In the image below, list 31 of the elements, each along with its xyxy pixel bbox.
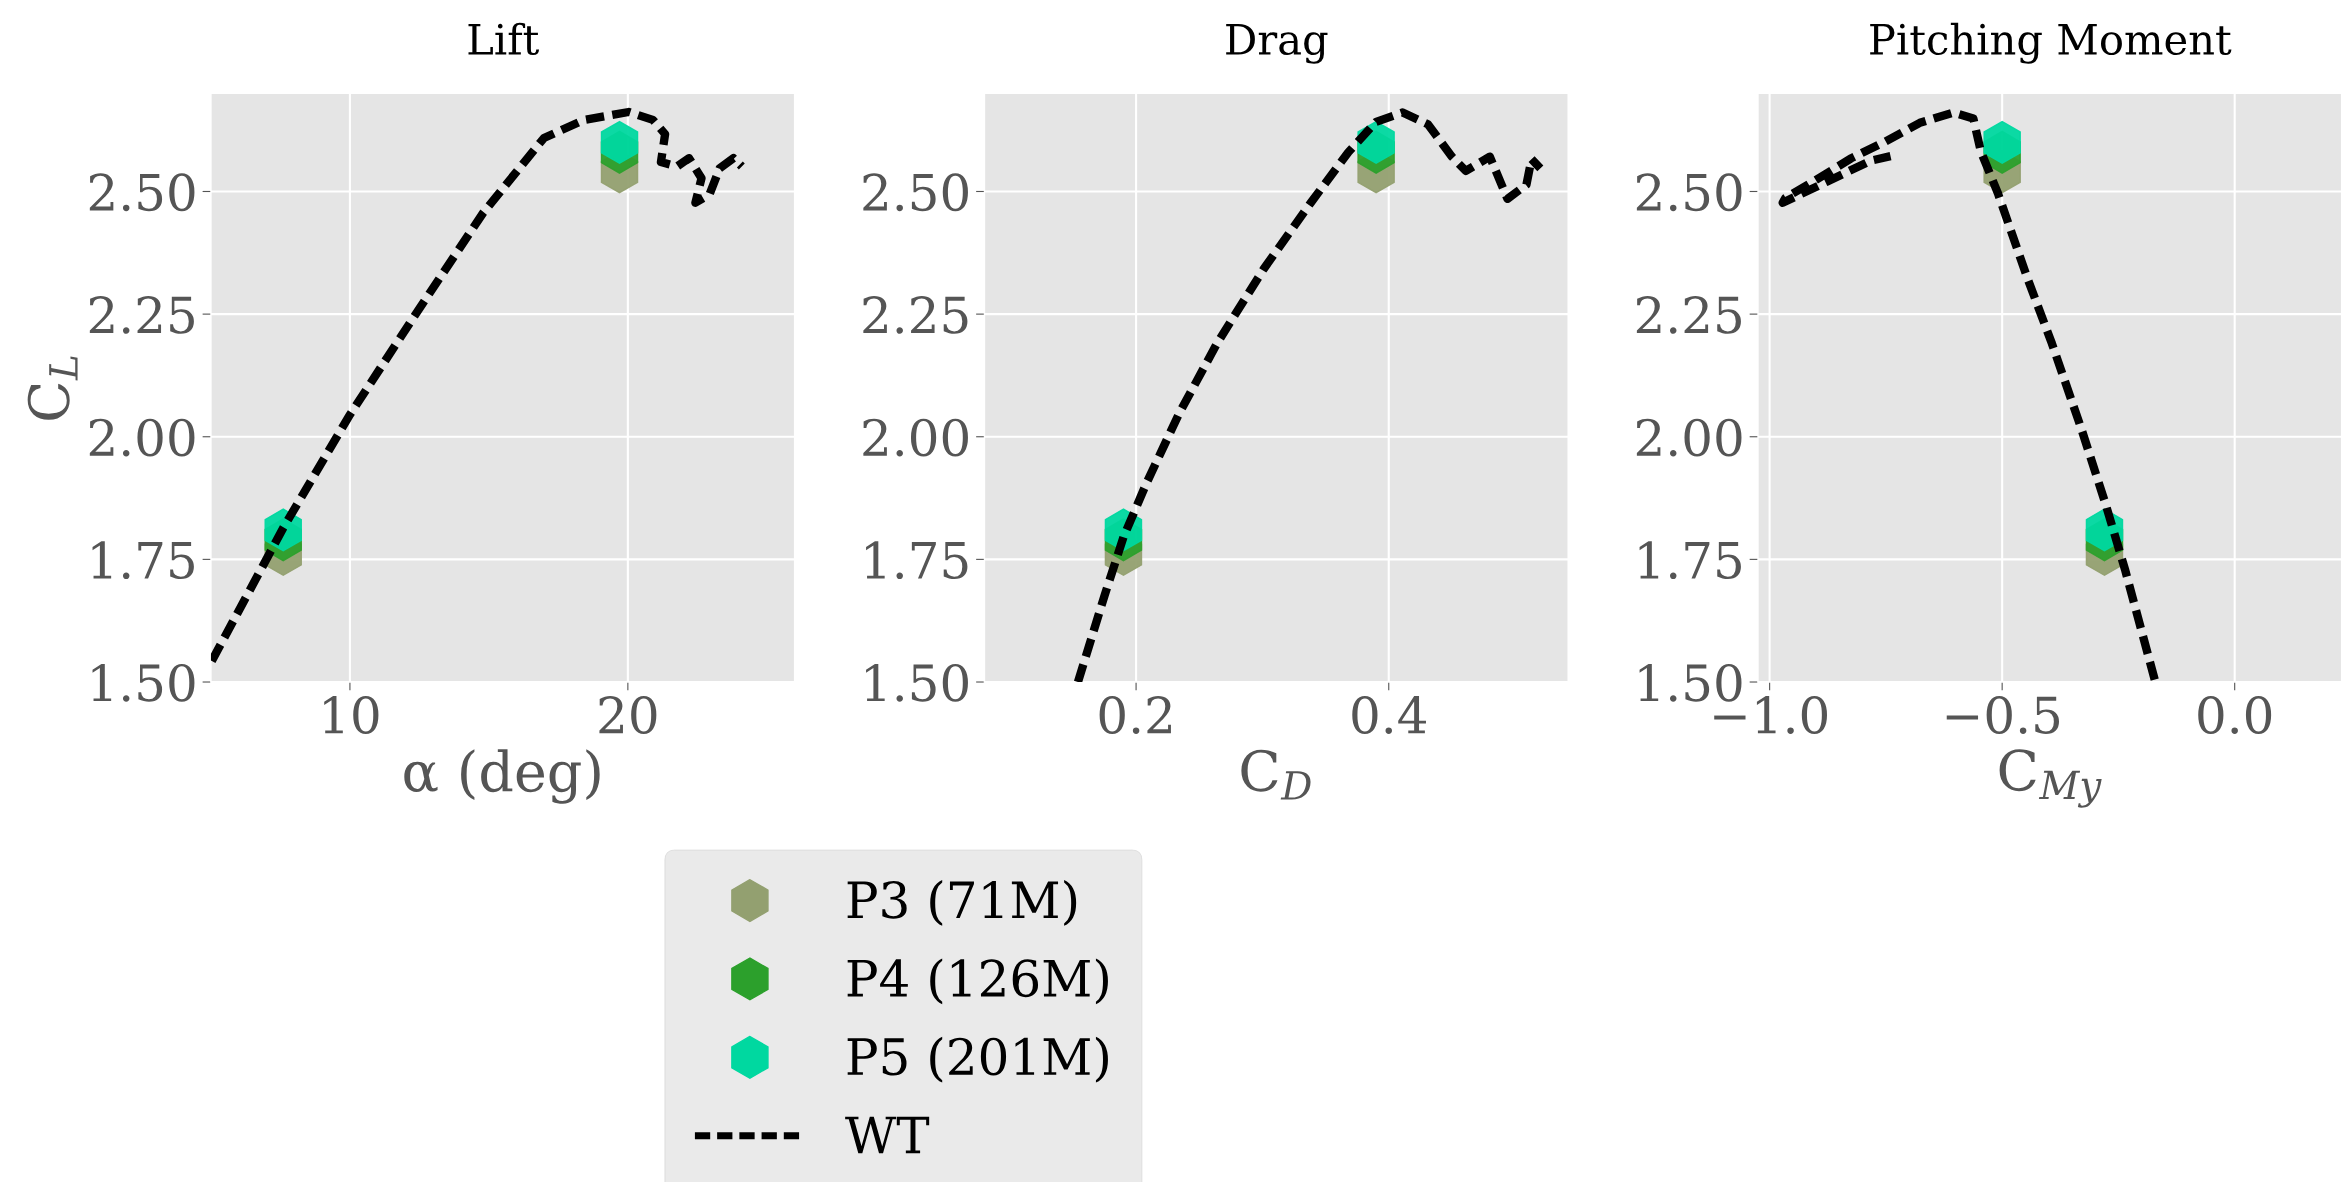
x-tick-label: 0.4 — [1352, 696, 1426, 734]
x-tick-label: 0.0 — [2198, 696, 2272, 734]
y-tick-label: 2.00 — [89, 418, 195, 457]
y-tick-label: 1.75 — [1639, 541, 1741, 580]
y-tick-label: 2.25 — [89, 296, 194, 334]
legend-label: P4 (126M) — [847, 958, 1108, 1005]
chart-title: Pitching Moment — [1870, 22, 2232, 64]
y-tick-label: 2.50 — [89, 173, 195, 212]
y-axis-title: C$_{L}$ — [27, 356, 78, 420]
y-tick-label: 2.00 — [863, 418, 968, 457]
x-tick-label: −0.5 — [1946, 696, 2059, 734]
y-tick-label: 2.00 — [1636, 418, 1742, 457]
x-axis-title: α (deg) — [404, 749, 600, 804]
y-tick-label: 1.50 — [92, 663, 195, 702]
y-tick-label: 1.75 — [866, 541, 968, 580]
x-tick-label: 20 — [599, 696, 657, 734]
legend-label: P5 (201M) — [847, 1036, 1108, 1083]
y-tick-label: 1.50 — [866, 663, 968, 702]
y-tick-label: 1.75 — [92, 541, 194, 580]
y-tick-label: 2.25 — [1636, 296, 1741, 334]
y-tick-label: 2.50 — [1636, 173, 1742, 212]
chart-title: Drag — [1226, 24, 1328, 64]
chart-title: Lift — [468, 22, 540, 56]
legend-label: P3 (71M) — [847, 880, 1077, 926]
y-tick-label: 2.50 — [863, 173, 968, 212]
x-tick-label: 10 — [324, 696, 379, 734]
x-axis-title: C$_{D}$ — [1241, 749, 1311, 800]
y-tick-label: 2.25 — [863, 296, 968, 334]
legend-label: WT — [845, 1116, 930, 1154]
x-tick-label: 0.2 — [1099, 696, 1171, 734]
x-axis-title: C$_{My}$ — [1999, 749, 2102, 808]
